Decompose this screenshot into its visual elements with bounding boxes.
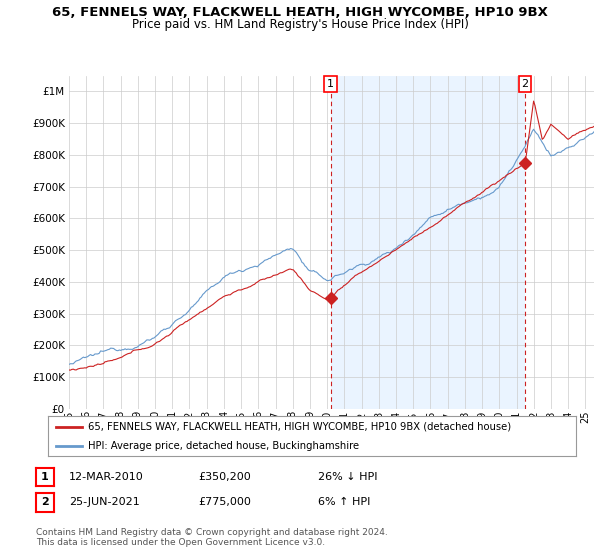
Text: 1: 1 xyxy=(41,472,49,482)
Text: 1: 1 xyxy=(327,79,334,89)
Text: HPI: Average price, detached house, Buckinghamshire: HPI: Average price, detached house, Buck… xyxy=(88,441,359,450)
Text: 65, FENNELS WAY, FLACKWELL HEATH, HIGH WYCOMBE, HP10 9BX: 65, FENNELS WAY, FLACKWELL HEATH, HIGH W… xyxy=(52,6,548,18)
Text: £350,200: £350,200 xyxy=(198,472,251,482)
Text: 2: 2 xyxy=(521,79,529,89)
Text: £775,000: £775,000 xyxy=(198,497,251,507)
Text: 26% ↓ HPI: 26% ↓ HPI xyxy=(318,472,377,482)
Text: 25-JUN-2021: 25-JUN-2021 xyxy=(69,497,140,507)
Text: 6% ↑ HPI: 6% ↑ HPI xyxy=(318,497,370,507)
Text: Contains HM Land Registry data © Crown copyright and database right 2024.
This d: Contains HM Land Registry data © Crown c… xyxy=(36,528,388,547)
Text: 65, FENNELS WAY, FLACKWELL HEATH, HIGH WYCOMBE, HP10 9BX (detached house): 65, FENNELS WAY, FLACKWELL HEATH, HIGH W… xyxy=(88,422,511,432)
Bar xyxy=(331,76,525,409)
Text: Price paid vs. HM Land Registry's House Price Index (HPI): Price paid vs. HM Land Registry's House … xyxy=(131,18,469,31)
Text: 12-MAR-2010: 12-MAR-2010 xyxy=(69,472,144,482)
Text: 2: 2 xyxy=(41,497,49,507)
